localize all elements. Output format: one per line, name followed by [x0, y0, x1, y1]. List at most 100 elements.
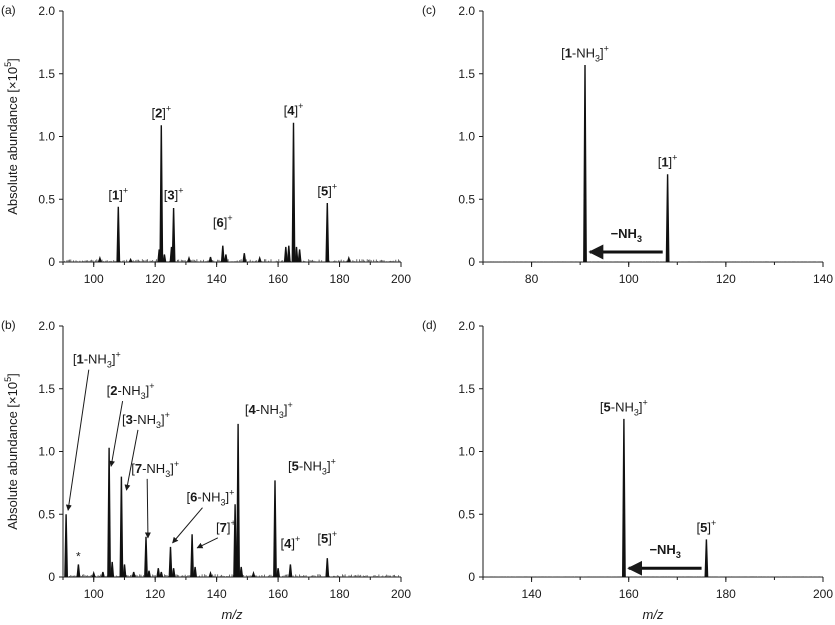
peak-label: [1]+	[108, 185, 128, 202]
peak-label: [3]+	[164, 185, 184, 202]
x-tick-label: 120	[145, 272, 165, 286]
y-tick-label: 0.5	[458, 192, 475, 206]
y-tick-label: 1.0	[38, 130, 55, 144]
x-tick-label: 160	[619, 587, 639, 601]
x-tick-label: 200	[813, 587, 833, 601]
panel-letter: (c)	[422, 3, 436, 17]
spectrum-peak	[187, 255, 191, 263]
spectrum-peak	[156, 568, 161, 578]
y-tick-label: 1.5	[458, 382, 475, 396]
spectrum-peak	[64, 514, 68, 578]
label-pointer-arrow	[65, 369, 90, 511]
y-tick-label: 0	[48, 570, 55, 584]
spectrum-peak	[325, 558, 330, 578]
label-pointer-arrow	[144, 478, 151, 539]
spectrum-peak	[283, 246, 288, 263]
spectrum-peak	[583, 64, 587, 263]
x-tick-label: 120	[716, 272, 736, 286]
spectrum-peak	[208, 570, 213, 578]
spectrum-panel: (a) 0 0.5 1.0 1.5 2.0 100 120 140 160 180 200 [1]+ [2…	[1, 3, 411, 286]
x-tick-label: 100	[619, 272, 639, 286]
spectrum-peak	[273, 480, 277, 578]
spectrum-peak	[346, 255, 351, 263]
y-tick-label: 0.5	[38, 192, 55, 206]
spectrum-peak	[665, 174, 670, 263]
spectrum-peak	[288, 564, 293, 578]
peak-label: [4]+	[284, 101, 304, 118]
spectrum-panel: (c) 0 0.5 1.0 1.5 2.0 80 100 120 140 [1-NH3]+ [1]+ −…	[422, 3, 833, 286]
spectrum-peak	[131, 571, 136, 578]
spectrum-peak	[147, 570, 151, 578]
spectrum-peak	[239, 566, 244, 578]
spectrum-peak	[101, 571, 105, 578]
spectrum-peak	[704, 539, 709, 578]
star-marker: *	[76, 550, 81, 564]
neutral-loss-label: −NH3	[649, 542, 680, 560]
y-tick-label: 0	[468, 255, 475, 269]
peak-label: [6-NH3]+	[187, 488, 235, 508]
spectrum-peak	[98, 255, 102, 263]
y-tick-label: 1.5	[38, 382, 55, 396]
panel-letter: (a)	[1, 3, 16, 17]
peak-label: [3-NH3]+	[122, 410, 170, 430]
peak-label: [1]+	[658, 153, 678, 170]
spectrum-peak	[622, 418, 626, 578]
spectrum-panel: (d) 0 0.5 1.0 1.5 2.0 140 160 180 200 [5-NH3]+ [5]+…	[422, 318, 833, 622]
peak-label: [1-NH3]+	[561, 43, 609, 63]
panel-letter: (d)	[422, 318, 437, 332]
spectrum-peak	[294, 246, 299, 263]
spectrum-peak	[144, 536, 148, 578]
spectrum-peak	[286, 245, 291, 263]
spectrum-peak	[220, 245, 225, 263]
x-tick-label: 140	[813, 272, 833, 286]
y-tick-label: 0	[48, 255, 55, 269]
y-tick-label: 0.5	[38, 507, 55, 521]
peak-label: [2]+	[151, 104, 171, 121]
x-tick-label: 160	[268, 272, 288, 286]
x-tick-label: 200	[391, 272, 411, 286]
y-tick-label: 1.0	[458, 445, 475, 459]
label-pointer-arrow	[109, 400, 124, 467]
peak-label: [5-NH3]+	[600, 397, 648, 417]
y-tick-label: 2.0	[458, 4, 475, 18]
spectrum-peak	[91, 570, 96, 578]
x-tick-label: 100	[84, 272, 104, 286]
y-tick-label: 2.0	[38, 4, 55, 18]
y-tick-label: 1.0	[458, 130, 475, 144]
spectrum-peak	[325, 202, 330, 263]
spectrum-peak	[251, 570, 256, 578]
spectrum-peak	[242, 253, 247, 263]
spectrum-peak	[171, 568, 176, 578]
x-tick-label: 180	[330, 272, 350, 286]
spectrum-peak	[119, 476, 124, 578]
peak-label: [5]+	[317, 529, 337, 546]
y-axis-title: Absolute abundance [×105]	[3, 58, 20, 214]
x-tick-label: 180	[716, 587, 736, 601]
peak-label: [2-NH3]+	[107, 381, 155, 401]
y-axis-title: Absolute abundance [×105]	[3, 373, 20, 529]
x-axis-title: m/z	[222, 607, 243, 622]
spectrum-peak	[159, 125, 164, 263]
peak-label: [5]+	[697, 518, 717, 535]
spectrum-peak	[157, 249, 162, 263]
y-tick-label: 1.0	[38, 445, 55, 459]
y-tick-label: 0	[468, 570, 475, 584]
x-tick-label: 180	[330, 587, 350, 601]
x-tick-label: 200	[391, 587, 411, 601]
spectrum-peak	[159, 571, 164, 578]
spectrum-peak	[116, 206, 121, 263]
peak-label: [6]+	[213, 213, 233, 230]
y-tick-label: 1.5	[38, 67, 55, 81]
spectrum-peak	[162, 254, 167, 263]
spectrum-peak	[110, 561, 115, 578]
spectrum-peak	[236, 423, 240, 578]
label-pointer-arrow	[124, 429, 139, 491]
spectrum-peak	[122, 564, 127, 578]
label-pointer-arrow	[196, 537, 219, 549]
peak-label: [5-NH3]+	[288, 456, 336, 476]
spectrum-peak	[128, 257, 133, 263]
y-tick-label: 0.5	[458, 507, 475, 521]
spectrum-peak	[233, 504, 237, 578]
x-tick-label: 140	[207, 272, 227, 286]
